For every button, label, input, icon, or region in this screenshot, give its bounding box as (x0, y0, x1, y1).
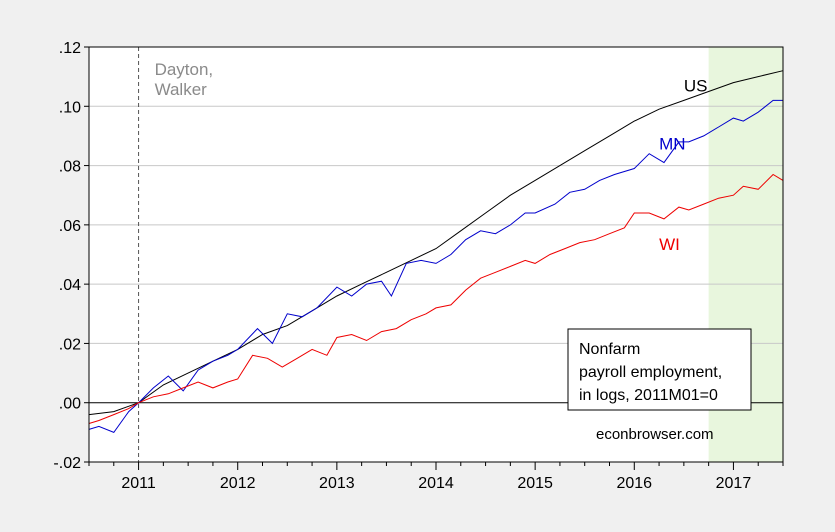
legend-line-1: Nonfarm (579, 341, 640, 358)
series-line-mn (88, 99, 783, 434)
y-tick-label: -.02 (53, 455, 81, 472)
x-tick-label: 2014 (418, 475, 454, 492)
y-tick-label: .02 (59, 336, 81, 353)
x-axis: 2011 2012 2013 2014 2015 2016 2017 (88, 462, 784, 492)
legend-line-3: in logs, 2011M01=0 (579, 387, 718, 404)
legend-box: Nonfarm payroll employment, in logs, 201… (567, 328, 752, 411)
series-line-wi (88, 173, 784, 424)
source-note: econbrowser.com (596, 426, 714, 443)
plot-frame (88, 46, 784, 463)
legend-box-frame (567, 328, 752, 411)
x-tick-label: 2012 (220, 475, 256, 492)
y-tick-label: .08 (59, 159, 81, 176)
x-tick-label: 2011 (121, 475, 156, 492)
series-label-wi: WI (659, 235, 680, 254)
event-label-line-1: Dayton, (155, 60, 214, 79)
event-label-line-2: Walker (155, 80, 208, 99)
series-label-mn: MN (659, 134, 685, 153)
x-tick-label: 2017 (716, 475, 752, 492)
legend-line-2: payroll employment, (579, 364, 722, 381)
x-tick-label: 2015 (517, 475, 553, 492)
x-tick-label: 2016 (616, 475, 652, 492)
series-line-us (88, 70, 784, 416)
y-tick-label: .12 (59, 40, 81, 57)
y-axis: .12 .10 .08 .06 .04 .02 .00 -.02 (53, 40, 89, 472)
y-tick-label: .06 (59, 218, 81, 235)
y-tick-label: .04 (59, 277, 81, 294)
y-tick-label: .00 (59, 396, 81, 413)
series-group (88, 70, 784, 434)
series-label-us: US (684, 76, 708, 95)
y-tick-label: .10 (59, 99, 81, 116)
x-tick-label: 2013 (319, 475, 355, 492)
